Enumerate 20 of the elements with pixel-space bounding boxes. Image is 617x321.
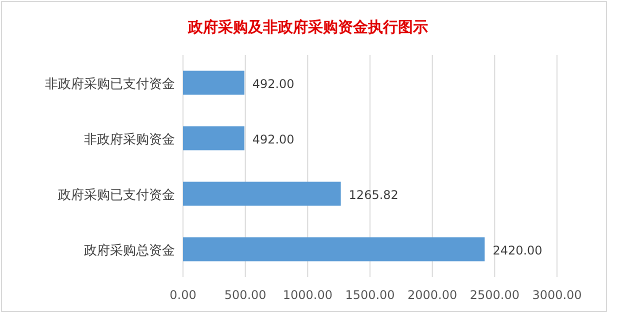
data-label: 2420.00 [492,243,542,258]
bar [183,126,244,150]
x-tick-label: 1000.00 [282,288,332,302]
y-tick-label: 非政府采购已支付资金 [45,76,175,92]
x-tick-label: 2000.00 [408,288,458,302]
data-label: 1265.82 [348,188,398,202]
bar [183,70,244,95]
chart-title: 政府采购及非政府采购资金执行图示 [187,18,428,36]
x-tick-label: 0.00 [170,288,196,302]
bar [183,237,485,262]
y-tick-label: 政府采购已支付资金 [58,186,175,203]
x-tick-label: 2500.00 [470,288,520,302]
bar [183,182,341,206]
y-tick-label: 政府采购总资金 [84,242,175,258]
x-tick-label: 500.00 [224,288,266,302]
data-label: 492.00 [252,76,294,91]
y-tick-label: 非政府采购资金 [84,131,175,148]
x-tick-label: 1500.00 [345,288,395,302]
x-tick-label: 3000.00 [532,288,582,302]
data-label: 492.00 [252,132,294,146]
